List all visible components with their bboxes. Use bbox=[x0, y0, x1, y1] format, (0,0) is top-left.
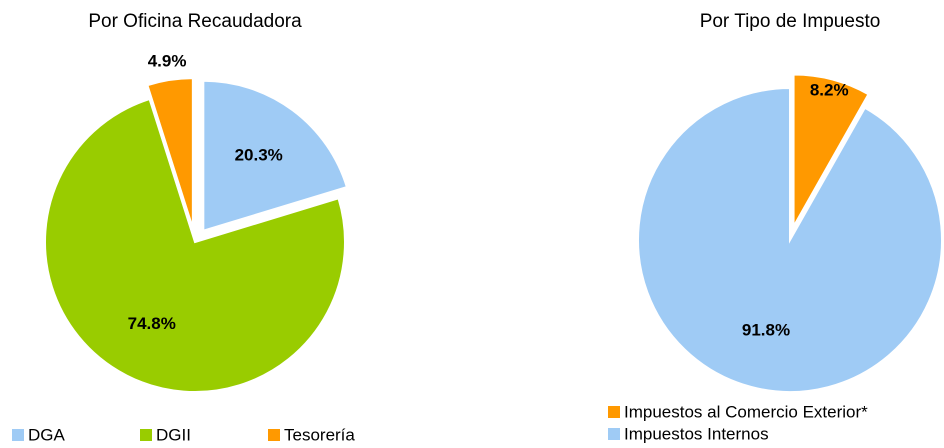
legend-label: Tesorería bbox=[284, 425, 355, 444]
legend-swatch bbox=[608, 428, 620, 440]
pie-slice bbox=[792, 73, 870, 231]
data-label: 8.2% bbox=[810, 81, 849, 100]
pie-slice bbox=[44, 97, 346, 393]
pie-slice bbox=[637, 86, 943, 393]
legend-swatch bbox=[12, 429, 24, 441]
legend-label: Impuestos al Comercio Exterior* bbox=[624, 402, 868, 421]
legend-swatch bbox=[608, 406, 620, 418]
pie-slice bbox=[202, 79, 349, 233]
data-label: 20.3% bbox=[235, 146, 283, 165]
data-label: 4.9% bbox=[148, 52, 187, 71]
pie-slice bbox=[146, 77, 194, 229]
legend-swatch bbox=[268, 429, 280, 441]
legend-label: DGII bbox=[156, 425, 191, 444]
data-label: 91.8% bbox=[742, 321, 790, 340]
chart-title: Por Oficina Recaudadora bbox=[88, 11, 302, 32]
chart-title: Por Tipo de Impuesto bbox=[700, 11, 881, 32]
legend-label: Impuestos Internos bbox=[624, 424, 769, 443]
legend-swatch bbox=[140, 429, 152, 441]
data-label: 74.8% bbox=[128, 314, 176, 333]
legend-label: DGA bbox=[28, 425, 66, 444]
